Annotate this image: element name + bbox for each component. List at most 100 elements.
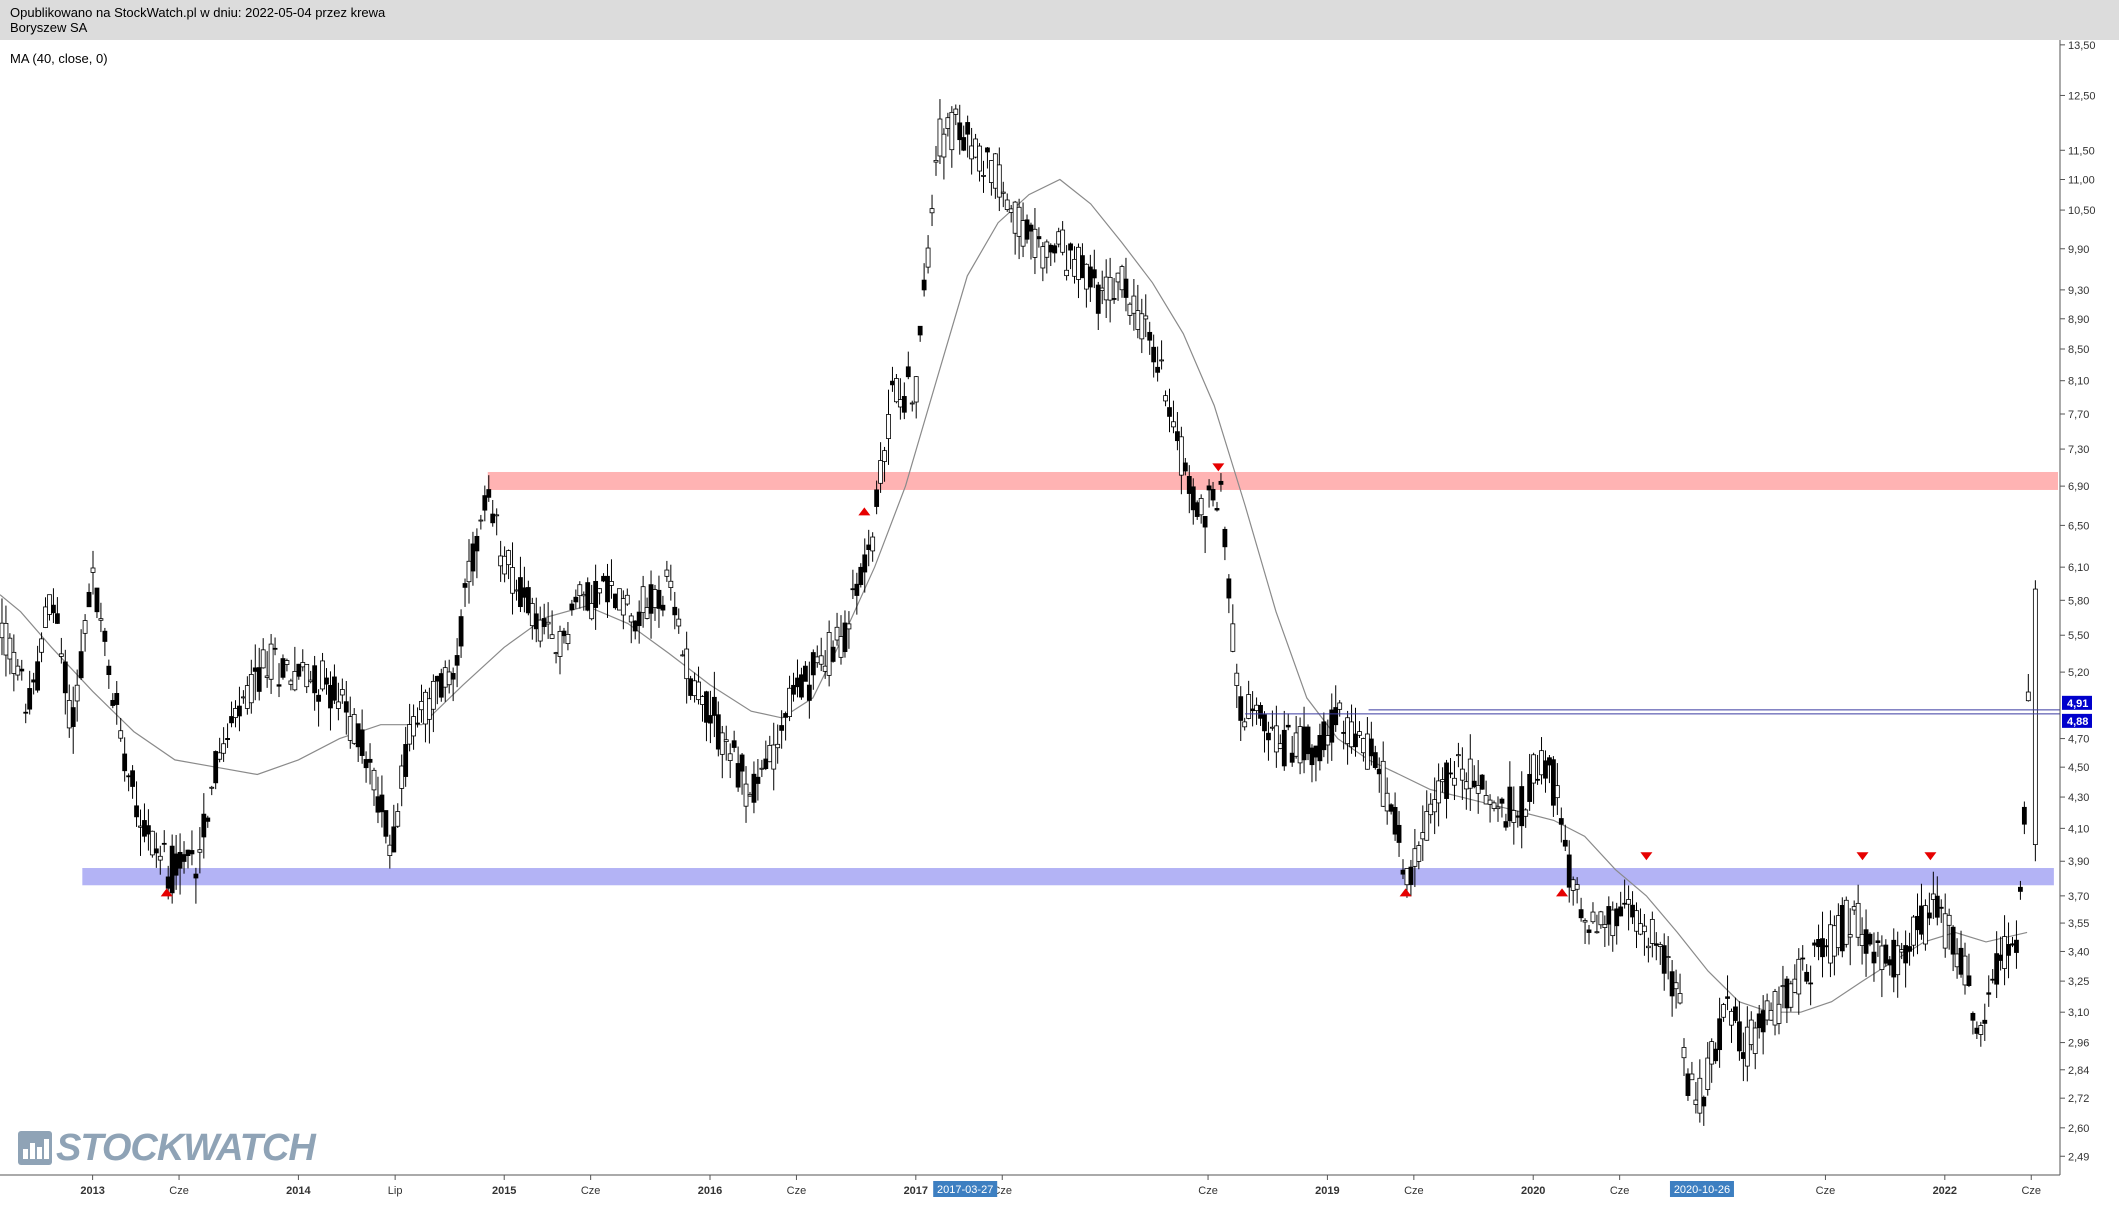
candle	[134, 781, 139, 827]
candle	[905, 351, 911, 380]
candle-body	[1214, 508, 1220, 511]
candle	[74, 669, 80, 722]
candle	[1816, 924, 1821, 961]
candle-body	[1262, 714, 1267, 732]
candle	[1796, 948, 1802, 1015]
candle-body	[1974, 1027, 1980, 1034]
candle-body	[1523, 809, 1529, 817]
candle-body	[1812, 942, 1818, 946]
candle-body	[1614, 908, 1620, 927]
candle	[359, 709, 365, 764]
candle	[1535, 754, 1540, 785]
candle-body	[1432, 799, 1438, 813]
candle-body	[11, 651, 17, 674]
candle-body	[1313, 745, 1319, 758]
candle-body	[1610, 909, 1616, 937]
candle	[581, 591, 587, 611]
candle-body	[1697, 1077, 1703, 1114]
candle	[775, 724, 781, 764]
candle	[106, 659, 112, 689]
candle-body	[19, 668, 25, 672]
candle-body	[244, 685, 250, 709]
date-tag-label: 2017-03-27	[937, 1184, 993, 1196]
candle-body	[965, 122, 971, 135]
candle-body	[937, 118, 943, 157]
candle-body	[454, 655, 460, 666]
candle	[1032, 207, 1038, 275]
x-tick-label: 2022	[1933, 1185, 1957, 1197]
candle-body	[221, 743, 227, 754]
candle	[1020, 202, 1026, 258]
candle-body	[921, 279, 927, 291]
candle-body	[284, 660, 290, 665]
candle-body	[411, 716, 416, 737]
price-chart[interactable]: 13,50 12,50 11,50 11,00 10,50 9,90 9,30 8,90 8,5…	[0, 40, 2119, 1205]
candle	[842, 610, 848, 658]
candle	[1740, 1032, 1746, 1082]
candle-body	[268, 643, 274, 680]
candle	[874, 480, 880, 515]
candle-body	[1590, 911, 1596, 923]
candle	[1127, 302, 1133, 325]
candle	[1036, 227, 1042, 248]
candle-body	[1032, 228, 1038, 258]
candle-body	[597, 588, 602, 594]
candle	[284, 658, 290, 672]
candle-body	[1163, 395, 1168, 402]
x-tick-label: Cze	[787, 1185, 807, 1197]
candle-body	[1851, 906, 1857, 911]
candle	[324, 668, 329, 695]
candle-body	[1475, 785, 1481, 794]
candle	[1242, 717, 1248, 731]
candle	[1012, 200, 1018, 255]
candle-body	[1804, 971, 1810, 982]
candle-body	[359, 729, 365, 756]
candle	[1713, 1042, 1719, 1064]
candle	[1923, 899, 1928, 951]
candle	[27, 670, 33, 715]
candle-body	[1226, 578, 1232, 599]
candle	[597, 588, 602, 605]
candle-body	[1792, 978, 1798, 993]
candle-body	[1721, 1004, 1726, 1018]
candle	[1143, 294, 1149, 338]
moving-average-line	[0, 178, 2028, 1013]
candle	[1626, 885, 1631, 931]
candle-body	[1828, 924, 1833, 964]
candle-body	[1586, 929, 1592, 933]
candle	[387, 834, 393, 869]
candle-body	[62, 661, 68, 694]
candle-body	[624, 594, 630, 605]
candle-body	[478, 519, 484, 522]
candle	[411, 704, 416, 750]
candle-body	[1095, 284, 1101, 314]
candle	[1519, 771, 1525, 849]
candle	[268, 634, 274, 694]
candle-body	[1099, 287, 1105, 291]
candle	[1186, 465, 1192, 514]
candle-body	[660, 604, 666, 611]
candle-body	[533, 613, 539, 630]
candle	[700, 695, 705, 722]
candle-body	[715, 714, 721, 750]
candle-body	[842, 622, 848, 653]
candle	[1317, 723, 1323, 771]
candle	[1463, 772, 1469, 810]
candle	[1974, 1021, 1980, 1040]
candle	[1642, 913, 1647, 956]
candle-body	[992, 153, 998, 189]
candle	[1705, 1042, 1711, 1096]
candle-body	[415, 722, 420, 725]
candle	[680, 650, 686, 657]
candle	[1107, 257, 1113, 323]
candle	[1887, 956, 1893, 976]
candle	[1281, 710, 1287, 771]
candle-body	[945, 117, 951, 129]
candle	[1946, 908, 1952, 950]
candle	[1986, 975, 1992, 1007]
candle-body	[973, 138, 978, 158]
candle	[1459, 747, 1465, 800]
candle	[1432, 777, 1438, 835]
candle	[1590, 902, 1596, 924]
candle	[981, 160, 986, 193]
